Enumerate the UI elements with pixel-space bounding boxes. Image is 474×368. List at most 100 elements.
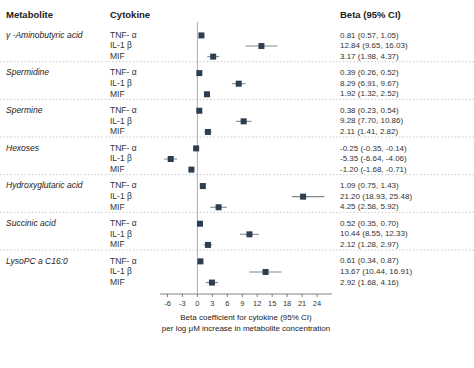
point-estimate [258,43,264,49]
column-header: Metabolite [6,9,53,20]
x-tick-label: 21 [298,299,306,308]
x-tick-label: 6 [225,299,229,308]
row-label: TNF- α [110,105,137,115]
x-tick-label: -6 [164,299,171,308]
row-label: TNF- α [110,67,137,77]
forest-plot: MetaboliteCytokineBeta (95% CI)-6-303691… [0,0,474,368]
x-tick-label: 12 [253,299,261,308]
x-tick [227,294,228,297]
point-estimate [193,145,199,151]
x-tick [182,294,183,297]
point-estimate [263,269,269,275]
group-label: Spermidine [6,67,49,77]
row-label: IL-1 β [110,78,132,88]
row-label: MIF [110,164,125,174]
x-tick-label: 15 [268,299,276,308]
point-estimate [204,91,210,97]
point-estimate [197,258,203,264]
row-label: IL-1 β [110,116,132,126]
x-tick-label: 9 [240,299,244,308]
point-estimate [210,54,216,60]
data-label: 1.92 (1.32, 2.52) [340,89,399,98]
x-tick-label: 24 [313,299,321,308]
point-estimate [205,129,211,135]
data-label: 1.09 (0.75, 1.43) [340,181,399,190]
row-label: IL-1 β [110,40,132,50]
data-label: 2.11 (1.41, 2.82) [340,127,398,136]
x-tick [302,294,303,297]
data-label: 13.67 (10.44, 16.91) [340,267,412,276]
data-label: -1.20 (-1.68, -0.71) [340,165,407,174]
group-label: γ -Aminobutyric acid [6,30,83,40]
ci-line [292,196,325,197]
point-estimate [209,280,215,286]
row-label: MIF [110,51,125,61]
x-tick [212,294,213,297]
data-label: 10.44 (8.55, 12.33) [340,229,408,238]
row-label: MIF [110,277,125,287]
data-label: 8.29 (6.91, 9.67) [340,79,399,88]
row-label: MIF [110,126,125,136]
point-estimate [197,221,203,227]
group-label: Succinic acid [6,218,56,228]
x-tick-label: 3 [210,299,214,308]
data-label: 0.81 (0.57, 1.05) [340,31,399,40]
group-label: LysoPC a C16:0 [6,256,68,266]
group-label: Spermine [6,105,43,115]
x-tick [272,294,273,297]
data-label: -0.25 (-0.35, -0.14) [340,144,407,153]
group-label: Hydroxyglutaric acid [6,180,83,190]
group-separator [0,250,474,251]
x-tick [167,294,168,297]
row-label: TNF- α [110,180,137,190]
point-estimate [216,204,222,210]
point-estimate [246,231,252,237]
row-label: TNF- α [110,256,137,266]
row-label: MIF [110,89,125,99]
point-estimate [300,194,306,200]
column-header: Beta (95% CI) [340,9,401,20]
point-estimate [241,118,247,124]
group-separator [0,61,474,62]
point-estimate [188,167,194,173]
x-axis-label: Beta coefficient for cytokine (95% CI)pe… [162,313,330,333]
row-label: IL-1 β [110,153,132,163]
group-separator [0,174,474,175]
x-tick [317,294,318,297]
x-axis-line [160,294,332,295]
data-label: 12.84 (9.65, 16.03) [340,41,408,50]
point-estimate [196,108,202,114]
data-label: 0.38 (0.23, 0.54) [340,106,399,115]
data-label: 3.17 (1.98, 4.37) [340,52,399,61]
point-estimate [200,183,206,189]
point-estimate [205,242,211,248]
group-separator [0,99,474,100]
data-label: 0.39 (0.26, 0.52) [340,68,399,77]
x-tick-label: 0 [195,299,199,308]
x-tick [197,294,198,297]
reference-line [197,22,198,294]
row-label: IL-1 β [110,266,132,276]
x-tick [257,294,258,297]
group-label: Hexoses [6,143,40,153]
point-estimate [168,156,174,162]
x-tick [242,294,243,297]
row-label: TNF- α [110,218,137,228]
data-label: 21.20 (18.93, 25.48) [340,192,412,201]
column-header: Cytokine [110,9,150,20]
point-estimate [236,81,242,87]
row-label: TNF- α [110,30,137,40]
data-label: 0.61 (0.34, 0.87) [340,256,399,265]
group-separator [0,212,474,213]
data-label: 9.28 (7.70, 10.86) [340,116,403,125]
row-label: TNF- α [110,143,137,153]
row-label: IL-1 β [110,229,132,239]
x-tick [287,294,288,297]
plot-area [164,22,324,294]
data-label: -5.35 (-6.64, -4.06) [340,154,407,163]
point-estimate [196,70,202,76]
data-label: 0.52 (0.35, 0.70) [340,219,399,228]
row-label: MIF [110,239,125,249]
group-separator [0,137,474,138]
x-tick-label: 18 [283,299,291,308]
